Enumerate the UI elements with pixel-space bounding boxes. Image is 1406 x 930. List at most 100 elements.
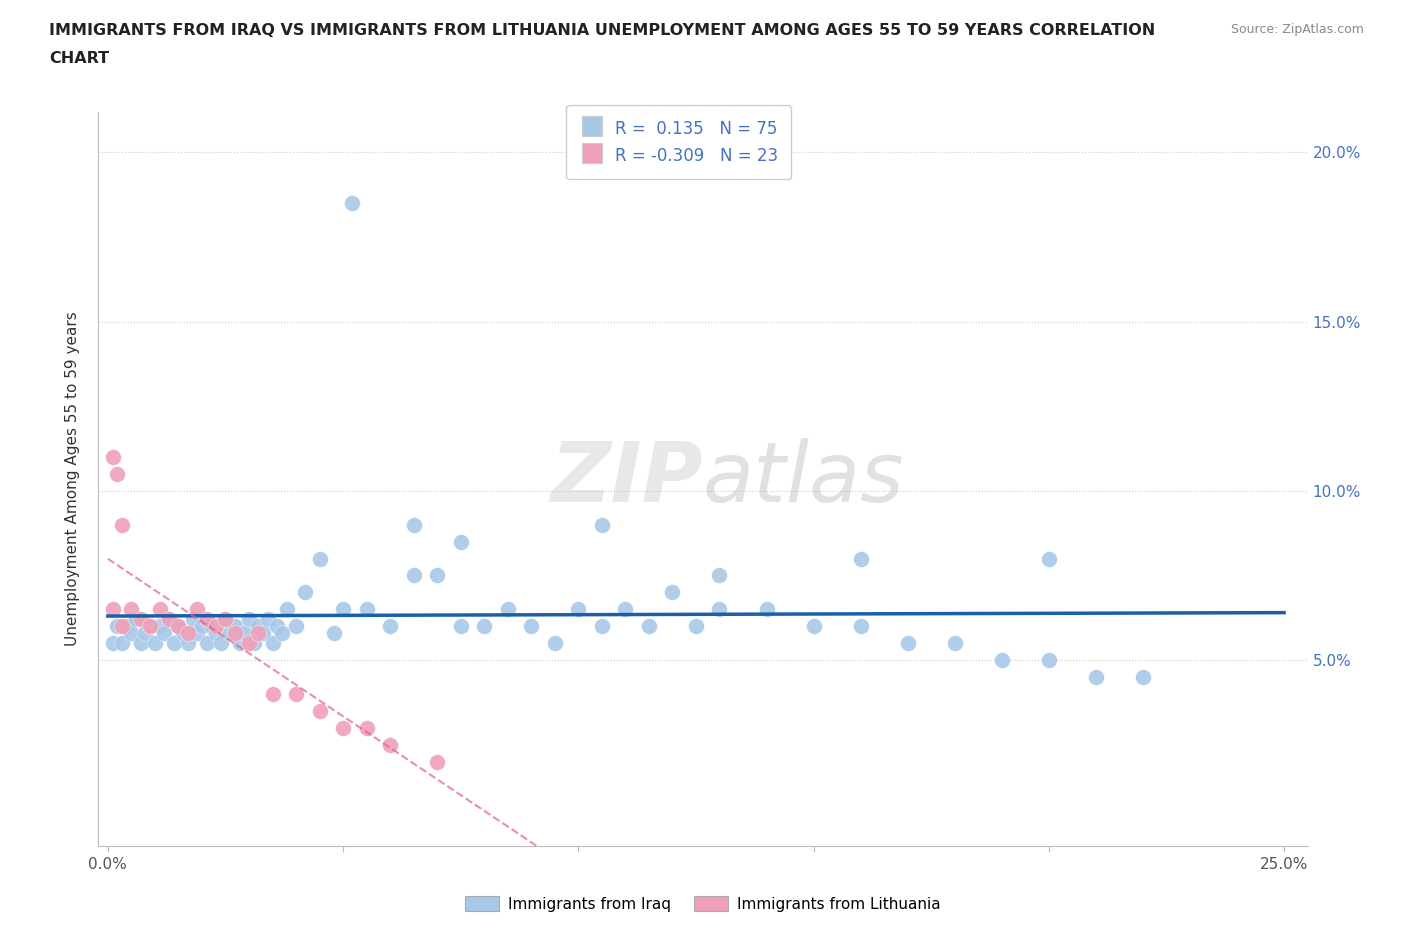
Point <box>544 636 567 651</box>
Point <box>153 626 176 641</box>
Point <box>472 618 495 633</box>
Point <box>356 602 378 617</box>
Point <box>262 636 284 651</box>
Y-axis label: Unemployment Among Ages 55 to 59 years: Unemployment Among Ages 55 to 59 years <box>65 312 80 646</box>
Point <box>402 517 425 532</box>
Point <box>943 636 966 651</box>
Point <box>378 618 401 633</box>
Point <box>252 626 274 641</box>
Point <box>897 636 920 651</box>
Point <box>120 626 142 641</box>
Point <box>209 636 232 651</box>
Point <box>709 568 731 583</box>
Point <box>105 618 128 633</box>
Point <box>285 618 308 633</box>
Point <box>129 636 152 651</box>
Point <box>591 517 613 532</box>
Point <box>177 636 200 651</box>
Point <box>496 602 519 617</box>
Point <box>426 754 449 769</box>
Point <box>567 602 589 617</box>
Point <box>332 602 354 617</box>
Point <box>308 551 330 566</box>
Point <box>105 467 128 482</box>
Point <box>238 636 260 651</box>
Point <box>294 585 316 600</box>
Text: CHART: CHART <box>49 51 110 66</box>
Point <box>149 602 172 617</box>
Point <box>111 636 134 651</box>
Point <box>450 534 472 549</box>
Point <box>342 195 364 210</box>
Point <box>591 618 613 633</box>
Point <box>803 618 825 633</box>
Point <box>200 618 222 633</box>
Point <box>308 703 330 718</box>
Point <box>849 618 872 633</box>
Point <box>101 449 124 464</box>
Point <box>101 636 124 651</box>
Point <box>195 636 218 651</box>
Point <box>167 618 190 633</box>
Point <box>139 618 162 633</box>
Point <box>129 612 152 627</box>
Text: IMMIGRANTS FROM IRAQ VS IMMIGRANTS FROM LITHUANIA UNEMPLOYMENT AMONG AGES 55 TO : IMMIGRANTS FROM IRAQ VS IMMIGRANTS FROM … <box>49 23 1156 38</box>
Point <box>1038 653 1060 668</box>
Point <box>139 618 162 633</box>
Point <box>157 612 180 627</box>
Point <box>111 517 134 532</box>
Point <box>614 602 637 617</box>
Point <box>205 626 228 641</box>
Point <box>214 612 236 627</box>
Point <box>186 626 208 641</box>
Point <box>638 618 661 633</box>
Point <box>1038 551 1060 566</box>
Point <box>181 612 204 627</box>
Legend: R =  0.135   N = 75, R = -0.309   N = 23: R = 0.135 N = 75, R = -0.309 N = 23 <box>567 105 792 179</box>
Point <box>271 626 294 641</box>
Point <box>214 612 236 627</box>
Text: atlas: atlas <box>703 438 904 520</box>
Point <box>219 626 242 641</box>
Point <box>101 602 124 617</box>
Point <box>661 585 683 600</box>
Point <box>450 618 472 633</box>
Point <box>849 551 872 566</box>
Point <box>238 612 260 627</box>
Point <box>1084 670 1107 684</box>
Point <box>172 626 194 641</box>
Point <box>163 636 186 651</box>
Point <box>520 618 543 633</box>
Text: ZIP: ZIP <box>550 438 703 520</box>
Legend: Immigrants from Iraq, Immigrants from Lithuania: Immigrants from Iraq, Immigrants from Li… <box>460 889 946 918</box>
Point <box>247 626 270 641</box>
Point <box>167 618 190 633</box>
Point <box>177 626 200 641</box>
Point <box>402 568 425 583</box>
Point <box>228 636 250 651</box>
Point <box>322 626 344 641</box>
Point <box>205 618 228 633</box>
Point <box>755 602 778 617</box>
Point <box>186 602 208 617</box>
Point <box>685 618 707 633</box>
Point <box>191 618 214 633</box>
Point <box>120 602 142 617</box>
Point <box>143 636 166 651</box>
Point <box>247 618 270 633</box>
Point <box>125 612 148 627</box>
Point <box>134 626 156 641</box>
Point <box>276 602 298 617</box>
Point <box>426 568 449 583</box>
Point <box>111 618 134 633</box>
Point <box>266 618 288 633</box>
Point <box>262 686 284 701</box>
Point <box>233 626 256 641</box>
Point <box>285 686 308 701</box>
Point <box>224 626 246 641</box>
Point <box>1132 670 1154 684</box>
Point <box>256 612 278 627</box>
Point <box>332 721 354 736</box>
Point <box>378 737 401 752</box>
Point <box>224 618 246 633</box>
